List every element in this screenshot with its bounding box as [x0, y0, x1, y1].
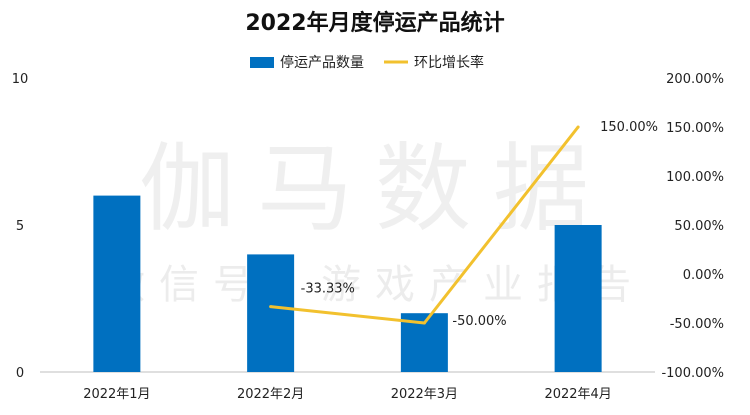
watermark-sub: 微信号：游戏产业报告: [105, 262, 645, 308]
right-tick-label: -50.00%: [670, 317, 724, 332]
category-labels: 2022年1月 2022年2月 2022年3月 2022年4月: [83, 387, 612, 402]
legend-label-bar: 停运产品数量: [280, 54, 364, 71]
line-series: [269, 125, 580, 325]
chart-title: 2022年月度停运产品统计: [245, 10, 504, 36]
right-tick-label: -100.00%: [661, 366, 724, 381]
right-axis-ticks: -100.00% -50.00% 0.00% 50.00% 100.00% 150.00%…: [661, 72, 724, 381]
line-data-label: -50.00%: [452, 314, 506, 329]
line-point: [269, 305, 273, 309]
category-label: 2022年4月: [544, 387, 611, 402]
right-tick-label: 0.00%: [683, 268, 724, 283]
right-tick-label: 100.00%: [666, 170, 724, 185]
watermark-main: 伽马数据: [139, 133, 611, 245]
right-tick-label: 50.00%: [674, 219, 724, 234]
bar: [93, 195, 141, 372]
line-data-label: -33.33%: [301, 282, 355, 297]
bar: [247, 254, 295, 372]
line-point: [422, 321, 426, 325]
category-label: 2022年3月: [391, 387, 458, 402]
left-tick-label: 0: [16, 366, 24, 381]
line-data-label: 150.00%: [600, 120, 658, 135]
left-axis-ticks: 0 5 10: [12, 72, 29, 381]
legend-swatch-bar: [250, 57, 274, 68]
category-label: 2022年2月: [237, 387, 304, 402]
right-tick-label: 150.00%: [666, 121, 724, 136]
bar-series: [93, 195, 602, 372]
bar: [554, 225, 602, 372]
left-tick-label: 10: [12, 72, 29, 87]
left-tick-label: 5: [16, 219, 24, 234]
legend-label-line: 环比增长率: [414, 54, 484, 71]
line-point: [576, 125, 580, 129]
legend: 停运产品数量 环比增长率: [250, 54, 484, 71]
category-label: 2022年1月: [83, 387, 150, 402]
right-tick-label: 200.00%: [666, 72, 724, 87]
data-labels: -33.33% -50.00% 150.00%: [301, 120, 658, 329]
